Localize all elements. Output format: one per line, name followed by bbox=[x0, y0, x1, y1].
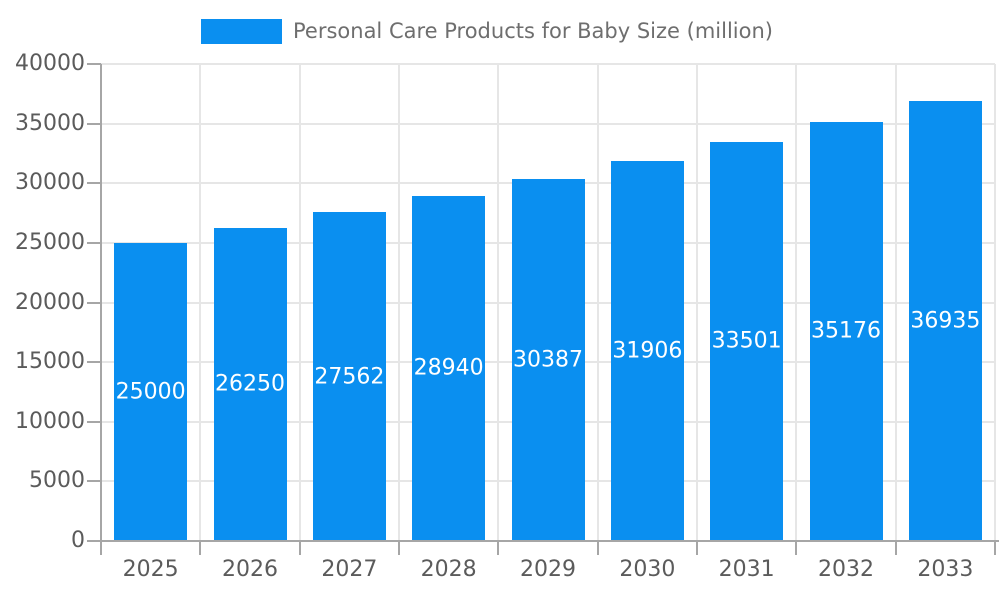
y-axis-tick bbox=[87, 122, 101, 125]
y-axis-tick-label: 35000 bbox=[15, 110, 85, 136]
bar-value-label: 26250 bbox=[215, 371, 285, 397]
x-gridline bbox=[199, 64, 202, 541]
x-axis-line bbox=[87, 540, 999, 542]
y-axis-tick-label: 30000 bbox=[15, 170, 85, 196]
x-gridline bbox=[696, 64, 698, 541]
x-axis-tick-label: 2027 bbox=[321, 557, 378, 582]
x-gridline bbox=[497, 64, 500, 541]
y-axis-tick bbox=[87, 361, 101, 364]
y-axis-tick bbox=[87, 301, 101, 304]
y-axis-tick-label: 20000 bbox=[15, 289, 85, 315]
bar bbox=[213, 227, 287, 541]
x-axis-tick-label: 2032 bbox=[818, 557, 874, 582]
x-axis-tick bbox=[894, 541, 897, 555]
y-axis-tick bbox=[87, 63, 101, 65]
y-axis-tick-label: 5000 bbox=[29, 468, 85, 494]
x-gridline bbox=[994, 64, 996, 541]
x-axis-tick-label: 2030 bbox=[619, 557, 676, 582]
bar bbox=[412, 195, 486, 541]
y-axis-tick-label: 25000 bbox=[15, 229, 85, 255]
x-axis-tick bbox=[199, 541, 202, 555]
x-gridline bbox=[894, 64, 897, 541]
x-axis-tick-label: 2026 bbox=[222, 557, 278, 582]
x-axis-tick-label: 2031 bbox=[718, 557, 775, 582]
y-axis-tick bbox=[87, 420, 101, 423]
legend-label[interactable]: Personal Care Products for Baby Size (mi… bbox=[293, 19, 773, 43]
legend-swatch[interactable] bbox=[201, 18, 282, 44]
bar bbox=[610, 160, 684, 541]
y-axis-line bbox=[100, 64, 102, 555]
y-axis-tick bbox=[87, 480, 101, 483]
bar bbox=[710, 141, 784, 541]
x-gridline bbox=[398, 64, 400, 541]
x-axis-tick-label: 2025 bbox=[122, 557, 179, 582]
bar-value-label: 35176 bbox=[811, 318, 881, 344]
y-axis-tick-label: 40000 bbox=[15, 51, 85, 76]
x-gridline bbox=[596, 64, 599, 541]
x-axis-tick bbox=[795, 541, 798, 555]
y-axis-tick-label: 0 bbox=[71, 528, 85, 553]
y-axis-tick bbox=[87, 241, 101, 244]
y-axis-tick-label: 15000 bbox=[15, 349, 85, 375]
bar-value-label: 36935 bbox=[910, 308, 981, 334]
bar-value-label: 28940 bbox=[413, 355, 484, 381]
y-gridline bbox=[101, 122, 995, 125]
bar-value-label: 30387 bbox=[513, 347, 583, 373]
legend[interactable]: Personal Care Products for Baby Size (mi… bbox=[201, 17, 773, 45]
y-axis-tick bbox=[87, 182, 101, 185]
x-axis-tick bbox=[696, 541, 698, 555]
bar-value-label: 25000 bbox=[115, 379, 186, 405]
x-axis-tick bbox=[994, 541, 996, 555]
y-axis-tick-label: 10000 bbox=[15, 408, 85, 434]
bar-value-label: 27562 bbox=[314, 364, 385, 390]
x-gridline bbox=[795, 64, 798, 541]
bar bbox=[809, 121, 883, 541]
bar bbox=[511, 178, 585, 541]
bar-value-label: 33501 bbox=[711, 328, 782, 354]
x-axis-tick-label: 2033 bbox=[917, 557, 974, 582]
y-gridline bbox=[101, 63, 995, 65]
x-axis-tick bbox=[398, 541, 400, 555]
x-axis-tick-label: 2029 bbox=[520, 557, 576, 582]
bar bbox=[312, 212, 386, 541]
x-axis-tick bbox=[596, 541, 599, 555]
x-axis-tick-label: 2028 bbox=[420, 557, 477, 582]
bar bbox=[908, 100, 982, 541]
bar bbox=[114, 242, 188, 541]
x-axis-tick bbox=[298, 541, 301, 555]
x-gridline bbox=[298, 64, 301, 541]
x-axis-tick bbox=[497, 541, 500, 555]
bar-value-label: 31906 bbox=[612, 338, 683, 364]
